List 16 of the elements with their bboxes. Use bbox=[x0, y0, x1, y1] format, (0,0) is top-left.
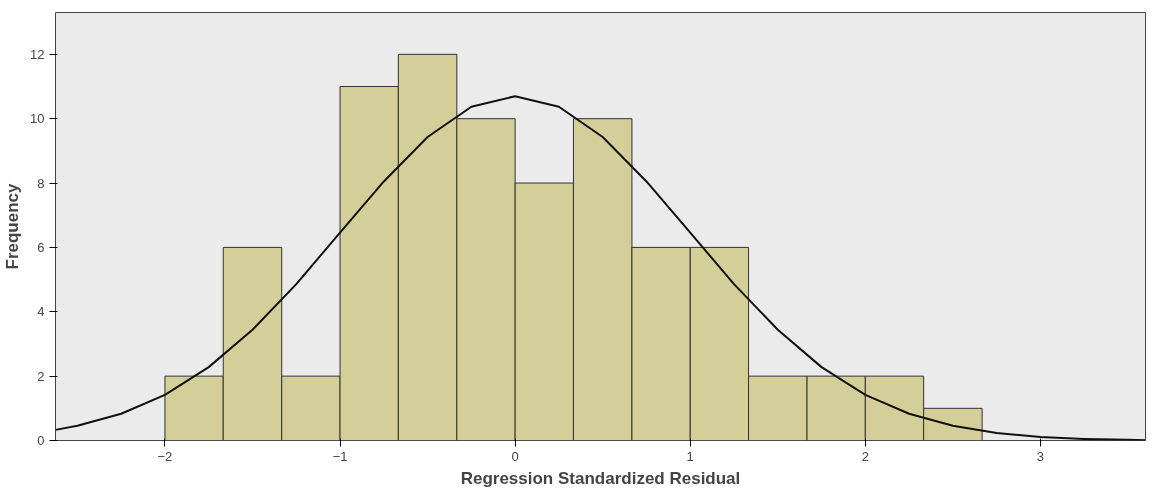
x-tick-label: 3 bbox=[1036, 448, 1045, 464]
y-tick-label: 2 bbox=[37, 368, 45, 384]
x-tick-label: 1 bbox=[686, 448, 694, 464]
x-tick-label: −1 bbox=[332, 448, 348, 464]
y-tick-label: 6 bbox=[37, 239, 45, 255]
x-axis-title: Regression Standardized Residual bbox=[460, 468, 741, 488]
y-tick-label: 8 bbox=[37, 175, 45, 191]
y-axis-title: Frequency bbox=[3, 182, 23, 270]
x-tick-label: 0 bbox=[511, 448, 519, 464]
y-tick-label: 12 bbox=[30, 46, 45, 62]
y-tick-label: 10 bbox=[30, 111, 45, 127]
x-tick-label: 2 bbox=[861, 448, 869, 464]
line-series bbox=[55, 95, 1146, 441]
x-tick-label: −2 bbox=[157, 448, 173, 464]
y-tick-label: 0 bbox=[37, 433, 45, 448]
y-tick-label: 4 bbox=[37, 304, 45, 320]
